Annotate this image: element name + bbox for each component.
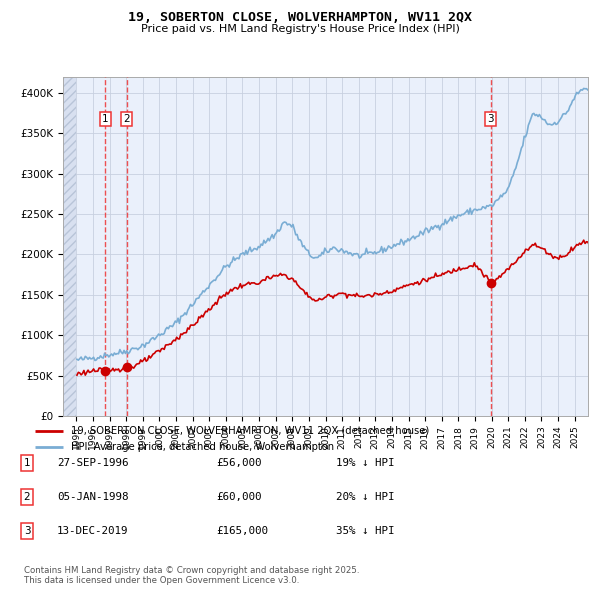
Text: 3: 3 — [23, 526, 31, 536]
Text: 2: 2 — [23, 492, 31, 502]
Text: Price paid vs. HM Land Registry's House Price Index (HPI): Price paid vs. HM Land Registry's House … — [140, 24, 460, 34]
Text: 19% ↓ HPI: 19% ↓ HPI — [336, 458, 395, 468]
Text: HPI: Average price, detached house, Wolverhampton: HPI: Average price, detached house, Wolv… — [71, 442, 334, 453]
Text: 20% ↓ HPI: 20% ↓ HPI — [336, 492, 395, 502]
Text: 13-DEC-2019: 13-DEC-2019 — [57, 526, 128, 536]
Text: 2: 2 — [124, 114, 130, 124]
Text: 35% ↓ HPI: 35% ↓ HPI — [336, 526, 395, 536]
Text: £60,000: £60,000 — [216, 492, 262, 502]
Text: 27-SEP-1996: 27-SEP-1996 — [57, 458, 128, 468]
Text: 1: 1 — [102, 114, 109, 124]
Text: £56,000: £56,000 — [216, 458, 262, 468]
Text: 19, SOBERTON CLOSE, WOLVERHAMPTON, WV11 2QX (detached house): 19, SOBERTON CLOSE, WOLVERHAMPTON, WV11 … — [71, 425, 429, 435]
Text: 1: 1 — [23, 458, 31, 468]
Text: Contains HM Land Registry data © Crown copyright and database right 2025.
This d: Contains HM Land Registry data © Crown c… — [24, 566, 359, 585]
Text: 19, SOBERTON CLOSE, WOLVERHAMPTON, WV11 2QX: 19, SOBERTON CLOSE, WOLVERHAMPTON, WV11 … — [128, 11, 472, 24]
Text: 3: 3 — [487, 114, 494, 124]
Text: 05-JAN-1998: 05-JAN-1998 — [57, 492, 128, 502]
Text: £165,000: £165,000 — [216, 526, 268, 536]
